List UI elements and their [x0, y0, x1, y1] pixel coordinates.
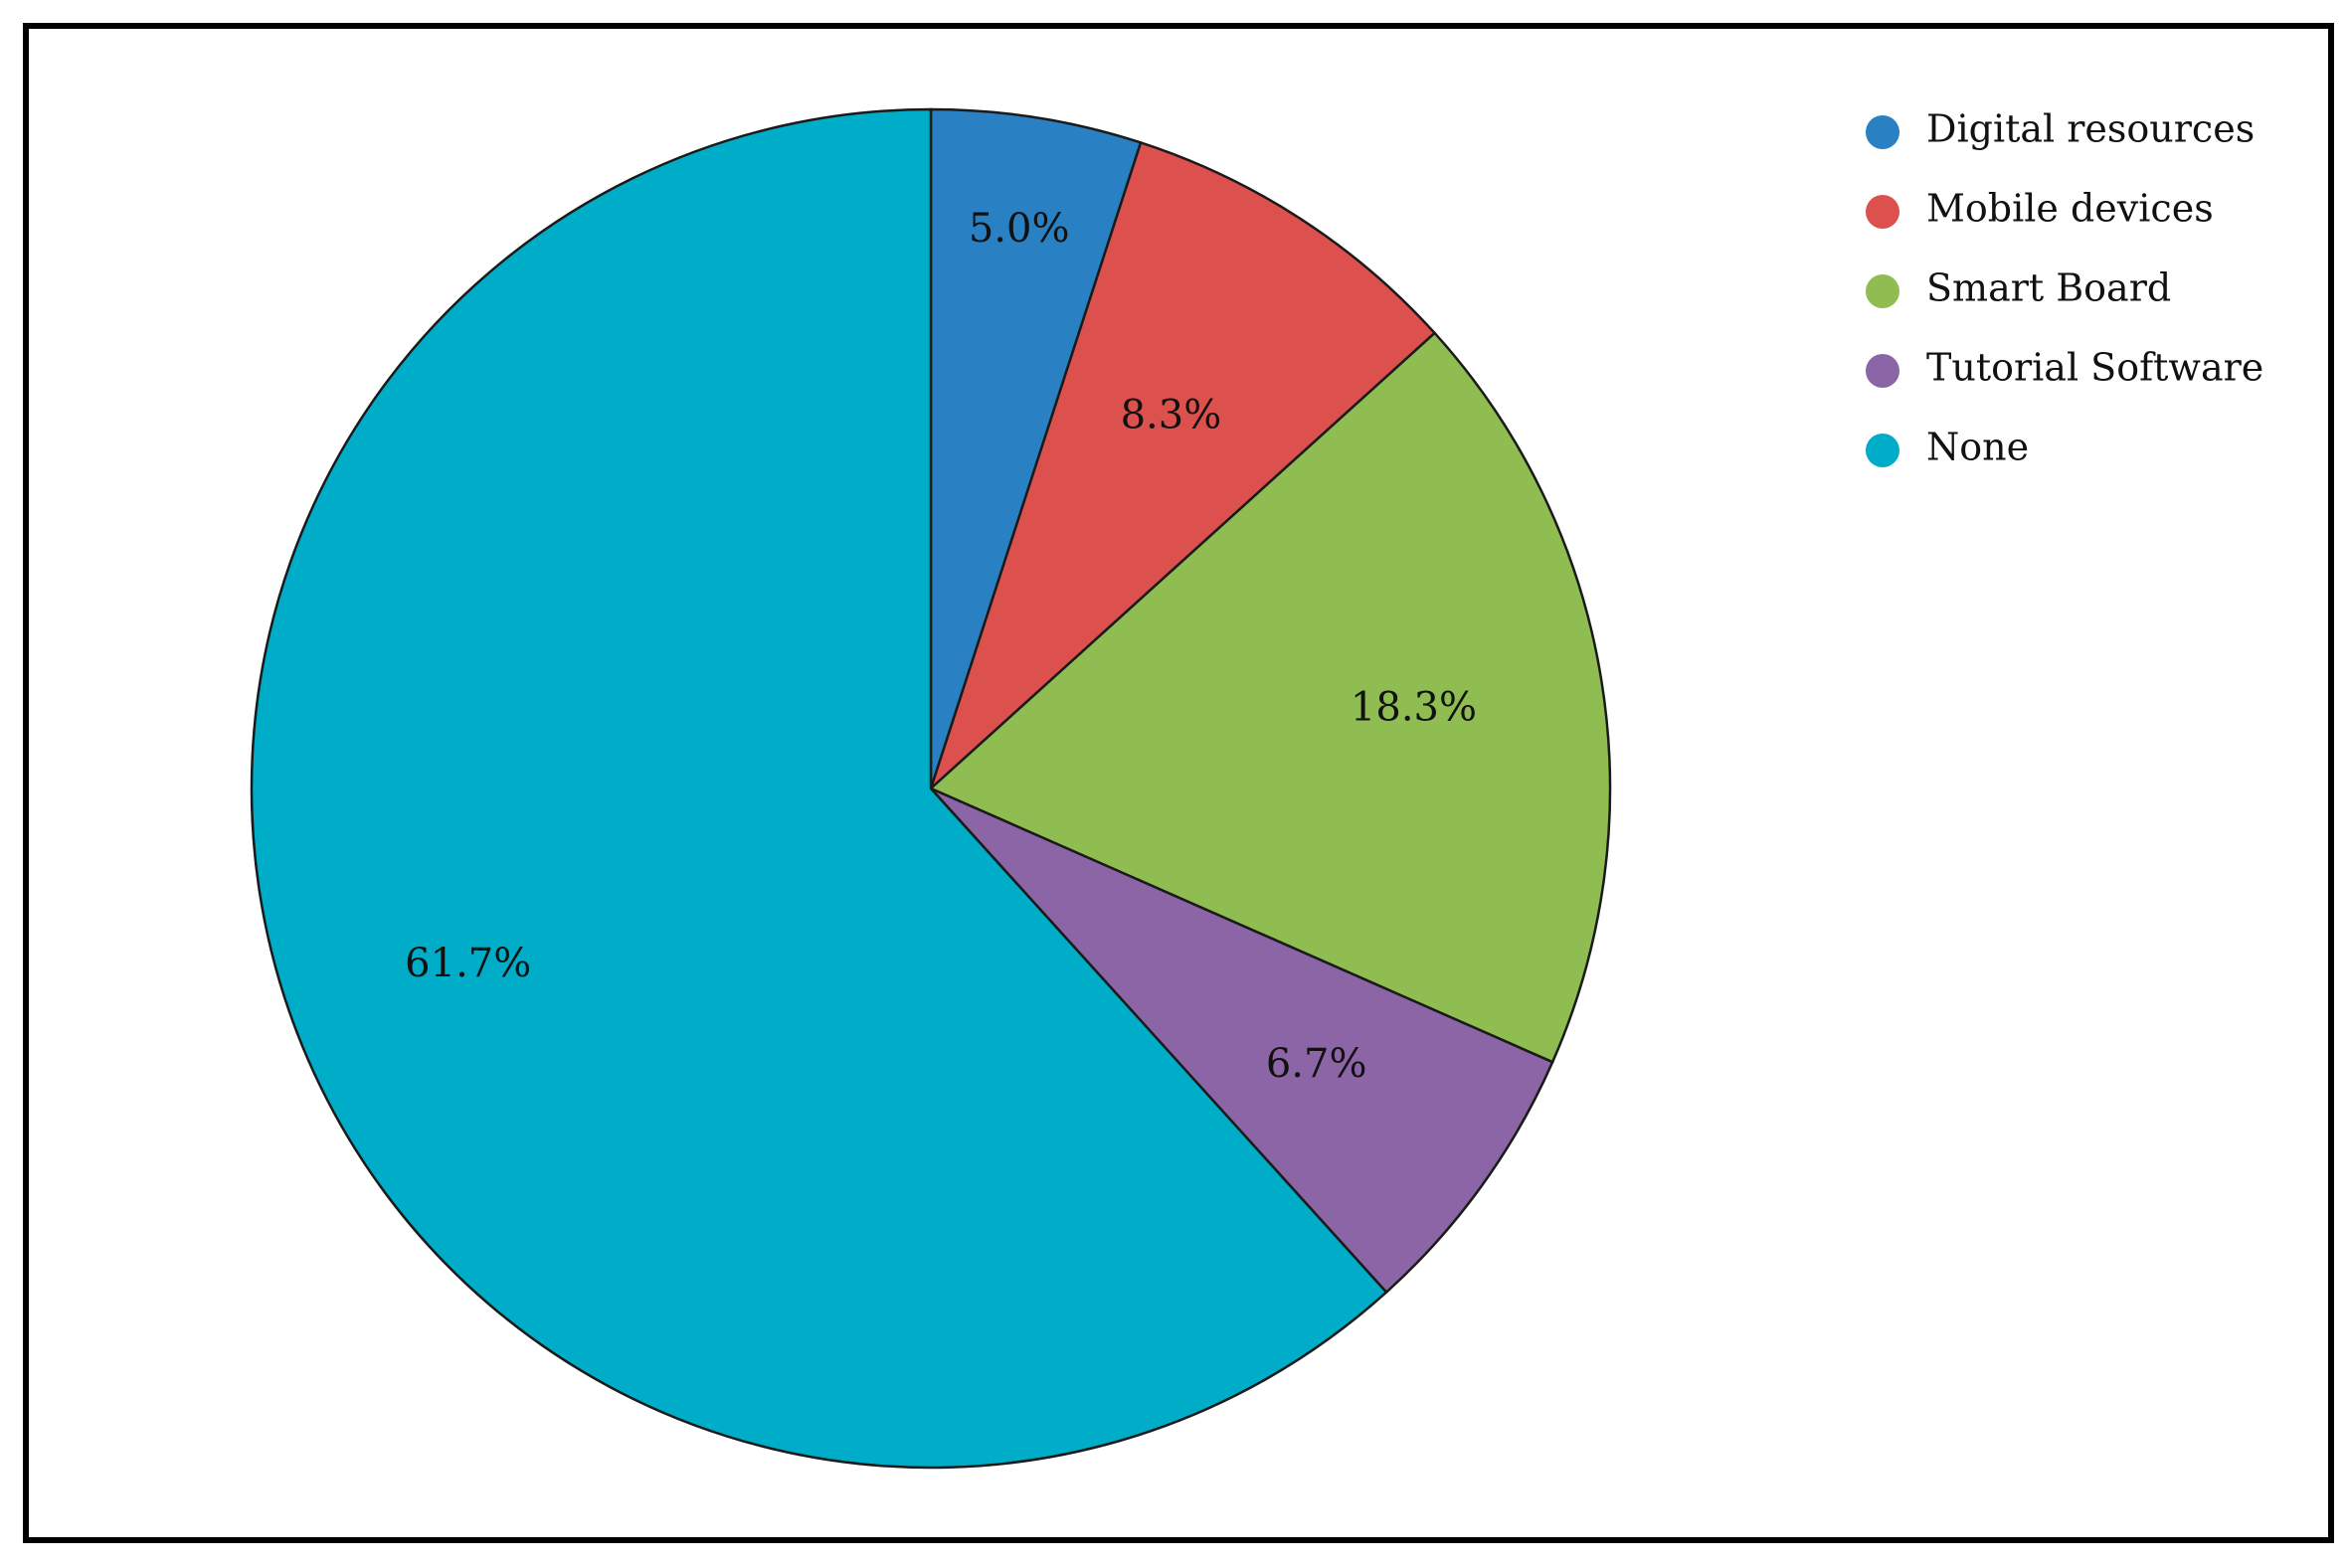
legend-marker-smart-board: [1866, 274, 1899, 308]
pie-data-labels: 5.0% 8.3% 18.3% 6.7% 61.7%: [405, 206, 1477, 1087]
legend-label-digital-resources: Digital resources: [1926, 107, 2255, 151]
legend-label-none: None: [1926, 426, 2029, 469]
data-label-digital-resources: 5.0%: [969, 206, 1070, 252]
legend-item-smart-board: Smart Board: [1866, 266, 2171, 310]
legend-label-mobile-devices: Mobile devices: [1926, 187, 2214, 231]
data-label-mobile-devices: 8.3%: [1121, 392, 1222, 437]
data-label-tutorial-software: 6.7%: [1266, 1041, 1367, 1087]
data-label-smart-board: 18.3%: [1351, 685, 1477, 731]
legend-item-tutorial-software: Tutorial Software: [1866, 346, 2263, 390]
chart-frame: 5.0% 8.3% 18.3% 6.7% 61.7% Digital resources…: [23, 23, 2334, 1543]
legend-label-smart-board: Smart Board: [1926, 266, 2171, 310]
legend-marker-tutorial-software: [1866, 354, 1899, 388]
legend-marker-digital-resources: [1866, 115, 1899, 149]
data-label-none: 61.7%: [405, 941, 531, 986]
legend-marker-none: [1866, 434, 1899, 467]
legend-item-mobile-devices: Mobile devices: [1866, 187, 2214, 231]
pie-slice-digital-resources: [929, 107, 1143, 789]
pie-slice-smart-board: [928, 331, 1612, 1064]
pie-chart: 5.0% 8.3% 18.3% 6.7% 61.7% Digital resources…: [250, 107, 2263, 1470]
pie-slice-tutorial-software: [930, 786, 1554, 1295]
legend-item-none: None: [1866, 426, 2029, 469]
legend-label-tutorial-software: Tutorial Software: [1926, 346, 2263, 390]
legend: Digital resources Mobile devices Smart Boa…: [1866, 107, 2263, 469]
legend-marker-mobile-devices: [1866, 195, 1899, 229]
legend-item-digital-resources: Digital resources: [1866, 107, 2255, 151]
pie-slices: [250, 107, 1612, 1470]
pie-slice-mobile-devices: [928, 140, 1437, 793]
pie-slice-none: [250, 107, 1388, 1470]
